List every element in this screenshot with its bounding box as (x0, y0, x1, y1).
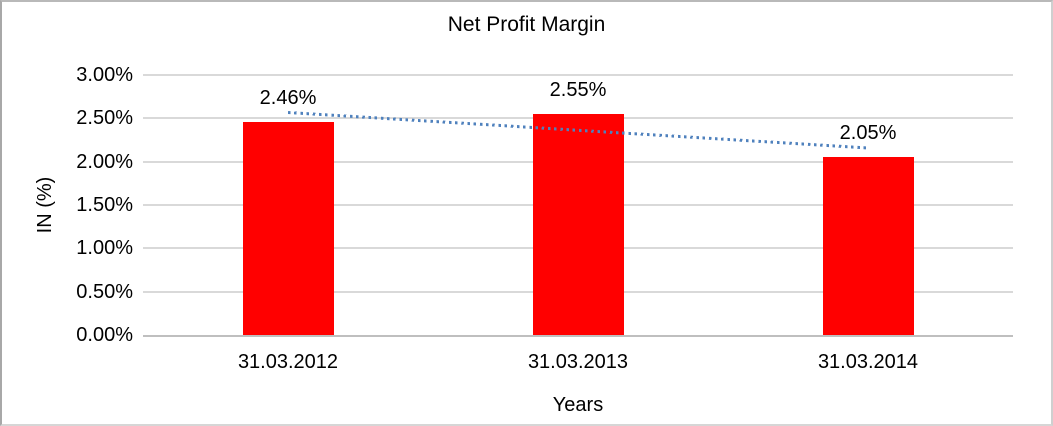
bar (532, 114, 624, 335)
x-tick-label: 31.03.2012 (237, 351, 339, 373)
bar-value-label: 2.55% (549, 79, 607, 101)
y-tick-label: 1.50% (76, 194, 133, 216)
y-tick-label: 2.00% (76, 150, 133, 173)
bar (242, 121, 334, 335)
plot-area: 2.46% 2.55% 2.05% (143, 74, 1013, 337)
x-axis-title: Years (552, 394, 604, 416)
y-tick-label: 2.50% (76, 107, 133, 130)
y-tick-label: 1.00% (76, 237, 133, 260)
chart-title: Net Profit Margin (447, 13, 606, 36)
y-tick-label: 0.50% (76, 280, 133, 303)
bar (822, 157, 914, 335)
y-tick-label: 3.00% (76, 64, 133, 86)
bar-value-label: 2.46% (259, 86, 317, 109)
gridline (143, 74, 1013, 76)
y-tick-label: 0.00% (76, 324, 133, 346)
x-tick-label: 31.03.2014 (817, 351, 919, 373)
x-tick-label: 31.03.2013 (527, 351, 629, 373)
bar-value-label: 2.05% (839, 122, 897, 145)
